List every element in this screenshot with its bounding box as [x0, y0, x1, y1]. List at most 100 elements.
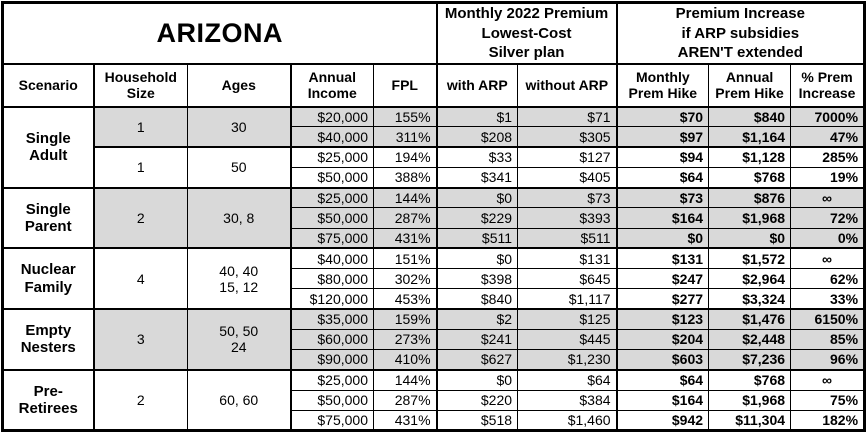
table-row: Empty Nesters 3 50, 50 24 $35,000 159% $2 $125…	[2, 307, 866, 371]
table-row: $50,000 287% $229 $393 $164 $1,968 72%	[3, 207, 866, 229]
with-arp-cell: $627	[436, 348, 519, 371]
income-cell: $25,000	[290, 145, 374, 168]
ages-column-header: Ages	[187, 63, 292, 108]
with-arp-cell: $840	[436, 288, 519, 310]
table-row: Pre- Retirees 2 60, 60 $25,000 144% $0 $64 $64 $…	[2, 368, 866, 431]
table-row: $50,000 388% $341 $405 $64 $768 19%	[3, 166, 866, 189]
monthly-hike-cell: $277	[616, 288, 710, 310]
table-row: $50,000 287% $220 $384 $164 $1,968 75%	[3, 389, 866, 411]
monthly-hike-cell: $73	[616, 186, 710, 209]
pct-increase-cell: 62%	[790, 267, 866, 290]
annual-hike-cell: $1,128	[708, 145, 792, 168]
with-arp-column-header: with ARP	[436, 63, 519, 108]
income-cell: $50,000	[290, 207, 374, 229]
fpl-cell: 287%	[372, 389, 438, 411]
without-arp-cell: $305	[517, 126, 618, 148]
income-cell: $50,000	[290, 389, 374, 411]
pct-increase-cell: 19%	[790, 166, 866, 189]
fpl-cell: 388%	[372, 166, 438, 189]
monthly-hike-cell: $70	[616, 105, 710, 128]
monthly-hike-cell: $942	[616, 409, 710, 432]
annual-hike-cell: $768	[708, 368, 792, 391]
scenario-column-header: Scenario	[2, 63, 95, 108]
column-header-row: Scenario Household Size Ages Annual Inco…	[2, 63, 866, 108]
monthly-hike-cell: $97	[616, 126, 710, 148]
table-row: Single Adult 1 30 $20,000 155% $1 $71 $70 $840 70…	[2, 105, 866, 188]
ages-cell: 40, 40 15, 12	[187, 247, 292, 310]
annual-hike-cell: $1,968	[708, 389, 792, 411]
without-arp-cell: $405	[517, 166, 618, 189]
income-cell: $75,000	[290, 409, 374, 432]
with-arp-cell: $208	[436, 126, 519, 148]
income-cell: $40,000	[290, 126, 374, 148]
monthly-hike-cell: $603	[616, 348, 710, 371]
income-cell: $90,000	[290, 348, 374, 371]
pct-increase-cell: ∞	[790, 247, 866, 270]
annual-hike-cell: $876	[708, 186, 792, 209]
monthly-prem-hike-column-header: Monthly Prem Hike	[616, 63, 710, 108]
annual-hike-cell: $1,968	[708, 207, 792, 229]
monthly-hike-cell: $94	[616, 145, 710, 168]
table-row: $90,000 410% $627 $1,230 $603 $7,236 96%	[3, 348, 866, 371]
table-row: $60,000 273% $241 $445 $204 $2,448 85%	[3, 328, 866, 351]
income-cell: $25,000	[290, 368, 374, 391]
without-arp-cell: $1,117	[517, 288, 618, 310]
fpl-cell: 453%	[372, 288, 438, 310]
income-cell: $20,000	[290, 105, 374, 128]
annual-income-column-header: Annual Income	[290, 63, 374, 108]
pct-increase-cell: 85%	[790, 328, 866, 351]
table-row: Nuclear Family 4 40, 40 15, 12 $40,000 151% $…	[2, 247, 866, 310]
monthly-hike-cell: $0	[616, 227, 710, 249]
table-row: 1 50 $25,000 194% $33 $127 $94 $1,128 285%	[3, 145, 866, 188]
scenario-cell: Single Adult	[2, 105, 95, 188]
pct-increase-cell: 7000%	[790, 105, 866, 128]
income-cell: $75,000	[290, 227, 374, 249]
with-arp-cell: $341	[436, 166, 519, 189]
household-size-cell: 2	[93, 186, 188, 249]
annual-hike-cell: $840	[708, 105, 792, 128]
annual-hike-cell: $7,236	[708, 348, 792, 371]
income-cell: $50,000	[290, 166, 374, 189]
table-row: $75,000 431% $511 $511 $0 $0 0%	[3, 227, 866, 249]
pct-increase-cell: 6150%	[790, 307, 866, 330]
pct-increase-cell: 33%	[790, 288, 866, 310]
fpl-cell: 155%	[372, 105, 438, 128]
income-cell: $35,000	[290, 307, 374, 330]
with-arp-cell: $511	[436, 227, 519, 249]
monthly-hike-cell: $123	[616, 307, 710, 330]
table-row: Single Parent 2 30, 8 $25,000 144% $0 $73 $73 $8…	[2, 186, 866, 249]
ages-cell: 60, 60	[187, 368, 292, 431]
scenario-cell: Single Parent	[2, 186, 95, 249]
annual-hike-cell: $1,476	[708, 307, 792, 330]
household-size-cell: 4	[93, 247, 188, 310]
table-body: Single Adult 1 30 $20,000 155% $1 $71 $70 $840 70…	[2, 105, 866, 432]
annual-hike-cell: $768	[708, 166, 792, 189]
monthly-hike-cell: $131	[616, 247, 710, 270]
premium-group-header: Monthly 2022 Premium Lowest-Cost Silver …	[436, 2, 618, 65]
household-size-cell: 2	[93, 368, 188, 431]
with-arp-cell: $518	[436, 409, 519, 432]
fpl-cell: 144%	[372, 368, 438, 391]
fpl-cell: 287%	[372, 207, 438, 229]
monthly-hike-cell: $247	[616, 267, 710, 290]
annual-hike-cell: $3,324	[708, 288, 792, 310]
pct-increase-cell: 47%	[790, 126, 866, 148]
monthly-hike-cell: $64	[616, 166, 710, 189]
with-arp-cell: $398	[436, 267, 519, 290]
with-arp-cell: $220	[436, 389, 519, 411]
household-size-column-header: Household Size	[93, 63, 188, 108]
scenario-cell: Nuclear Family	[2, 247, 95, 310]
pct-prem-increase-column-header: % Prem Increase	[790, 63, 866, 108]
fpl-cell: 410%	[372, 348, 438, 371]
without-arp-cell: $393	[517, 207, 618, 229]
income-cell: $120,000	[290, 288, 374, 310]
fpl-cell: 431%	[372, 409, 438, 432]
with-arp-cell: $0	[436, 186, 519, 209]
fpl-cell: 273%	[372, 328, 438, 351]
increase-group-header: Premium Increase if ARP subsidies AREN'T…	[616, 2, 866, 65]
pct-increase-cell: 0%	[790, 227, 866, 249]
without-arp-cell: $71	[517, 105, 618, 128]
fpl-cell: 159%	[372, 307, 438, 330]
without-arp-cell: $127	[517, 145, 618, 168]
fpl-cell: 194%	[372, 145, 438, 168]
